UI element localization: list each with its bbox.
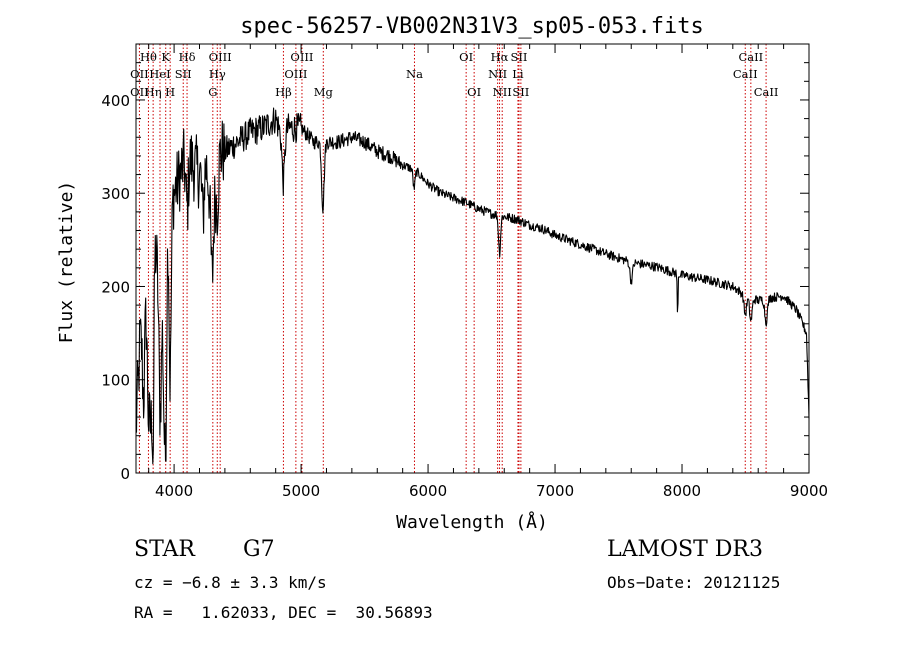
line-marker-label: G: [208, 85, 217, 99]
x-tick-label: 5000: [282, 482, 320, 500]
line-marker-label: K: [161, 50, 170, 64]
line-marker-label: HeI: [149, 67, 170, 81]
line-marker-label: OI: [467, 85, 481, 99]
line-marker-label: NII: [488, 67, 507, 81]
x-tick-label: 7000: [536, 482, 574, 500]
line-marker-label: CaII: [754, 85, 779, 99]
line-marker-label: OIII: [209, 50, 232, 64]
line-marker-label: Hγ: [209, 67, 226, 81]
x-tick-label: 6000: [409, 482, 447, 500]
line-marker-lines: [138, 44, 767, 473]
spectrum-line: [135, 107, 810, 465]
chart-title: spec-56257-VB002N31V3_sp05-053.fits: [240, 14, 704, 39]
x-axis-label: Wavelength (Å): [396, 511, 548, 533]
line-marker-label: OII: [130, 85, 149, 99]
y-tick-label: 0: [120, 465, 130, 483]
spectral-subclass: G7: [243, 537, 275, 562]
line-marker-label: OIII: [290, 50, 313, 64]
line-marker-label: OII: [130, 67, 149, 81]
line-marker-label: SII: [175, 67, 192, 81]
plot-frame: [135, 43, 810, 474]
x-axis: 4000 5000 6000 7000 8000 9000: [148, 44, 828, 500]
y-axis-label: Flux (relative): [56, 181, 77, 344]
line-marker-label: Na: [406, 67, 423, 81]
survey-name: LAMOST DR3: [607, 537, 763, 562]
object-class: STAR: [134, 537, 195, 562]
line-marker-label: Hδ: [179, 50, 196, 64]
line-marker-label: SII: [512, 85, 529, 99]
line-marker-label: Mg: [314, 85, 334, 99]
y-tick-label: 400: [101, 92, 130, 110]
x-tick-label: 8000: [663, 482, 701, 500]
x-tick-label: 4000: [155, 482, 193, 500]
line-marker-label: Hβ: [275, 85, 292, 99]
line-marker-label: H: [165, 85, 175, 99]
line-marker-label: OI: [459, 50, 473, 64]
line-marker-label: NII: [493, 85, 512, 99]
coordinates: RA = 1.62033, DEC = 30.56893: [134, 603, 433, 622]
line-marker-label: SII: [510, 50, 527, 64]
line-marker-label: Li: [512, 67, 524, 81]
line-marker-label: OIII: [284, 67, 307, 81]
x-tick-label: 9000: [790, 482, 828, 500]
y-axis: 0 100 200 300 400: [101, 62, 809, 483]
line-marker-label: CaII: [733, 67, 758, 81]
line-marker-label: Hη: [145, 85, 162, 99]
line-marker-label: CaII: [738, 50, 763, 64]
line-marker-label: Hθ: [140, 50, 157, 64]
y-tick-label: 200: [101, 278, 130, 296]
line-marker-label: Hα: [491, 50, 509, 64]
y-tick-label: 300: [101, 185, 130, 203]
obs-date: Obs−Date: 20121125: [607, 573, 781, 592]
y-tick-label: 100: [101, 372, 130, 390]
redshift-velocity: cz = −6.8 ± 3.3 km/s: [134, 573, 327, 592]
